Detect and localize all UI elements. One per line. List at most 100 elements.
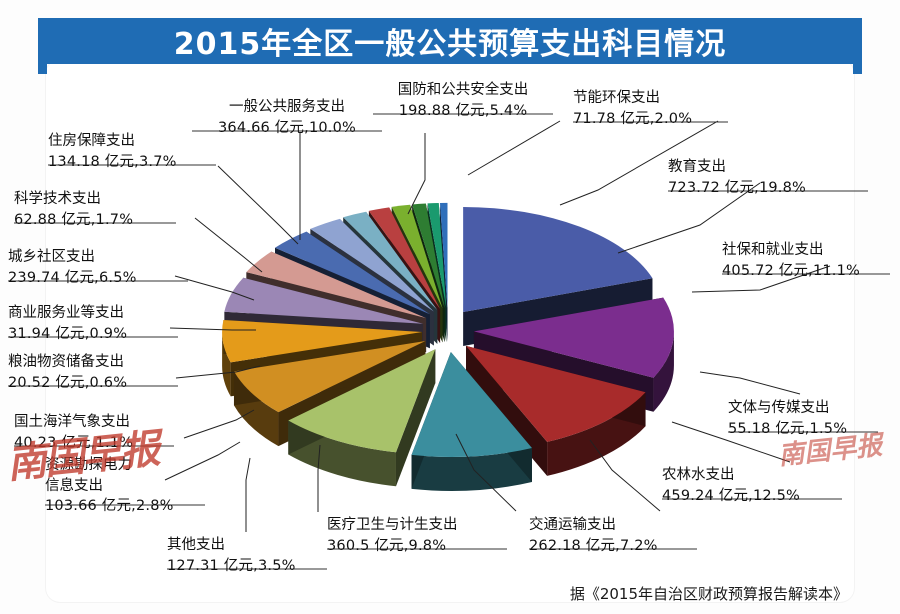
leader-line [559, 120, 719, 206]
label-social-security-employment: 社保和就业支出 405.72 亿元,11.1% [722, 240, 860, 281]
leader-line [589, 439, 661, 512]
label-other-expenditure-name: 其他支出 [167, 537, 225, 553]
title-bar-right-edge [853, 60, 862, 74]
leader-line [245, 457, 251, 532]
label-culture-media-value: 55.18 亿元,1.5% [728, 420, 848, 437]
label-transportation-value: 262.18 亿元,7.2% [529, 537, 658, 554]
label-housing-security-value: 134.18 亿元,3.7% [48, 153, 177, 170]
label-resource-power-info-name: 资源勘探电力 [45, 457, 132, 473]
label-science-technology-name: 科学技术支出 [14, 191, 101, 207]
leader-line [164, 441, 241, 481]
label-urban-rural-community-value: 239.74 亿元,6.5% [8, 269, 137, 286]
label-land-ocean-meteorology-name: 国土海洋气象支出 [14, 414, 130, 430]
label-agriculture-forestry-water: 农林水支出 459.24 亿元,12.5% [662, 465, 800, 506]
leader-line [699, 371, 801, 395]
label-social-security-employment-value: 405.72 亿元,11.1% [722, 262, 861, 279]
leader-line [217, 165, 299, 245]
leader-line [407, 133, 426, 215]
label-social-security-employment-name: 社保和就业支出 [722, 242, 824, 258]
label-land-ocean-meteorology-value: 40.23 亿元,1.1% [14, 434, 134, 451]
label-medical-health-family-name: 医疗卫生与计生支出 [327, 517, 458, 533]
title-bar-left-edge [38, 60, 47, 74]
label-medical-health-family-value: 360.5 亿元,9.8% [327, 537, 447, 554]
label-housing-security-name: 住房保障支出 [48, 133, 135, 149]
leader-line [169, 327, 256, 331]
label-land-ocean-meteorology: 国土海洋气象支出 40.23 亿元,1.1% [14, 412, 133, 453]
label-defense-public-security: 国防和公共安全支出 198.88 亿元,5.4% [373, 80, 553, 121]
label-education: 教育支出 723.72 亿元,19.8% [668, 157, 806, 198]
label-other-expenditure: 其他支出 127.31 亿元,3.5% [167, 535, 296, 576]
leader-line [317, 444, 321, 512]
label-energy-environment-value: 71.78 亿元,2.0% [573, 110, 693, 127]
label-urban-rural-community-name: 城乡社区支出 [8, 249, 95, 265]
label-defense-public-security-name: 国防和公共安全支出 [397, 82, 529, 98]
label-general-public-service-value: 364.66 亿元,10.0% [217, 119, 357, 136]
label-commerce-services-name: 商业服务业等支出 [8, 305, 124, 321]
label-resource-power-info-value: 103.66 亿元,2.8% [45, 498, 174, 515]
label-urban-rural-community: 城乡社区支出 239.74 亿元,6.5% [8, 247, 137, 288]
leader-line [671, 421, 791, 463]
label-underlines [8, 113, 890, 570]
label-resource-power-info: 资源勘探电力 信息支出 103.66 亿元,2.8% [45, 455, 174, 517]
label-agriculture-forestry-water-name: 农林水支出 [662, 467, 735, 483]
label-general-public-service: 一般公共服务支出 364.66 亿元,10.0% [192, 97, 382, 138]
label-grain-oil-reserve-name: 粮油物资储备支出 [8, 354, 124, 370]
leader-line [194, 217, 263, 273]
label-energy-environment: 节能环保支出 71.78 亿元,2.0% [573, 88, 692, 129]
page-title: 2015年全区一般公共预算支出科目情况 [173, 27, 727, 62]
label-energy-environment-name: 节能环保支出 [573, 90, 660, 106]
label-culture-media-name: 文体与传媒支出 [728, 400, 830, 416]
label-other-expenditure-value: 127.31 亿元,3.5% [167, 557, 296, 574]
label-science-technology-value: 62.88 亿元,1.7% [14, 211, 134, 228]
label-resource-power-info-name2: 信息支出 [45, 477, 103, 494]
leader-line [174, 275, 255, 301]
source-note: 据《2015年自治区财政预算报告解读本》 [569, 585, 848, 603]
label-education-name: 教育支出 [668, 159, 726, 175]
pie-slice-4[interactable]: 医疗卫生与计生支出 360.5亿元 9.8% [411, 351, 532, 457]
label-transportation-name: 交通运输支出 [529, 517, 616, 533]
label-education-value: 723.72 亿元,19.8% [668, 179, 807, 196]
pie-slice-side [653, 331, 674, 412]
leader-line [183, 409, 255, 439]
label-medical-health-family: 医疗卫生与计生支出 360.5 亿元,9.8% [327, 515, 458, 556]
leader-line [175, 365, 261, 379]
label-commerce-services-value: 31.94 亿元,0.9% [8, 325, 128, 342]
label-agriculture-forestry-water-value: 459.24 亿元,12.5% [662, 487, 801, 504]
leader-lines [164, 120, 831, 532]
leader-line [467, 120, 561, 176]
pie-slice-side [411, 447, 532, 491]
title-bar: 2015年全区一般公共预算支出科目情况 [38, 18, 862, 64]
label-housing-security: 住房保障支出 134.18 亿元,3.7% [48, 131, 177, 172]
label-culture-media: 文体与传媒支出 55.18 亿元,1.5% [728, 398, 847, 439]
leader-line [617, 182, 761, 254]
label-transportation: 交通运输支出 262.18 亿元,7.2% [529, 515, 658, 556]
label-science-technology: 科学技术支出 62.88 亿元,1.7% [14, 189, 133, 230]
label-grain-oil-reserve-value: 20.52 亿元,0.6% [8, 374, 128, 391]
label-defense-public-security-value: 198.88 亿元,5.4% [398, 102, 528, 119]
label-grain-oil-reserve: 粮油物资储备支出 20.52 亿元,0.6% [8, 352, 127, 393]
content-card [46, 60, 854, 602]
label-commerce-services: 商业服务业等支出 31.94 亿元,0.9% [8, 303, 127, 344]
label-general-public-service-name: 一般公共服务支出 [229, 99, 345, 115]
leader-line [455, 433, 517, 512]
